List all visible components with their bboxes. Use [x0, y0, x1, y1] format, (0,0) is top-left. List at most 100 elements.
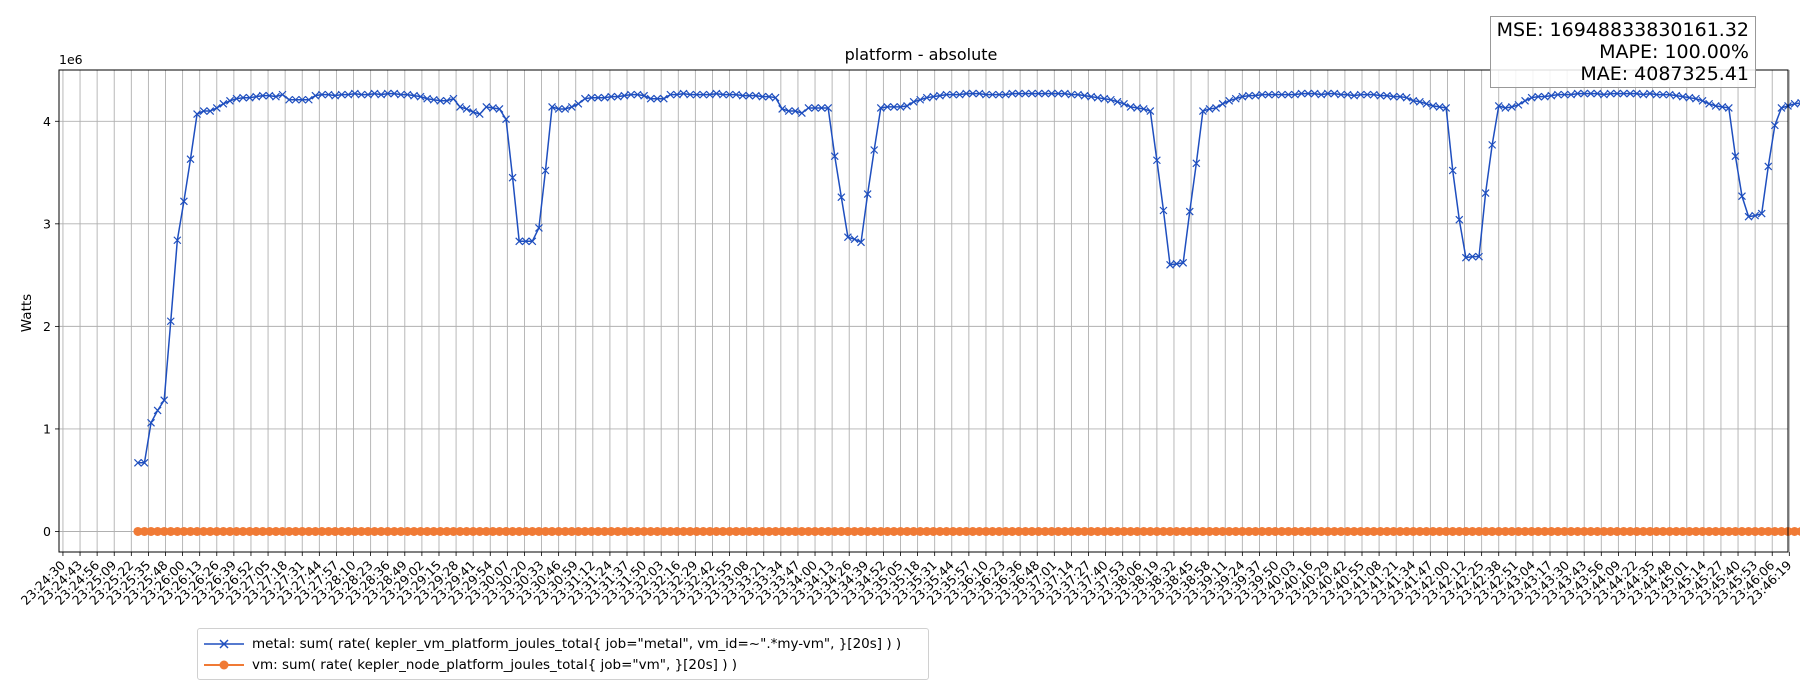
vm-data-point: [1638, 526, 1648, 536]
vm-data-point: [1040, 526, 1050, 536]
vm-data-point: [159, 526, 169, 536]
metal-data-point: [975, 89, 984, 98]
vm-data-point: [1389, 526, 1399, 536]
x-marker: [870, 146, 879, 154]
vm-data-point: [1283, 526, 1293, 536]
x-marker: [791, 107, 800, 115]
x-marker: [1646, 89, 1654, 98]
metal-data-point: [482, 102, 491, 111]
metal-data-point: [252, 92, 261, 101]
x-marker: [337, 90, 346, 99]
metal-data-point: [1580, 89, 1589, 98]
metal-data-point: [410, 91, 418, 100]
metal-data-point: [1514, 100, 1523, 109]
x-marker: [1001, 90, 1010, 99]
x-marker: [1540, 92, 1549, 101]
metal-data-point: [462, 105, 471, 113]
vm-data-point: [606, 526, 616, 536]
mae-metric: MAE: 4087325.41: [1580, 63, 1749, 85]
vm-data-point: [1494, 526, 1504, 536]
x-marker: [1586, 89, 1595, 98]
metal-data-point: [1317, 90, 1326, 99]
x-marker: [1593, 89, 1602, 98]
vm-data-point: [337, 526, 347, 536]
x-marker: [1139, 105, 1148, 113]
metal-data-point: [1383, 91, 1391, 100]
metal-data-point: [1014, 89, 1023, 98]
metal-data-point: [640, 91, 649, 100]
metal-data-point: [199, 107, 208, 115]
x-marker: [1337, 90, 1345, 99]
vm-data-point: [1066, 526, 1076, 536]
vm-data-point: [508, 526, 518, 536]
x-marker: [140, 458, 149, 467]
x-marker: [751, 91, 760, 100]
x-marker: [758, 92, 767, 101]
vm-data-point: [1678, 526, 1688, 536]
metal-data-point: [1764, 162, 1773, 171]
metal-data-point: [1192, 159, 1201, 168]
vm-data-point: [843, 526, 853, 536]
x-marker: [318, 90, 326, 99]
vm-data-point: [1126, 526, 1136, 536]
vm-data-point: [961, 526, 971, 536]
metal-data-point: [876, 104, 885, 112]
x-marker: [587, 93, 596, 102]
metal-data-point: [732, 90, 741, 99]
x-marker: [581, 94, 589, 103]
metal-data-point: [1067, 90, 1076, 99]
x-marker: [1757, 209, 1766, 218]
metal-data-point: [705, 90, 714, 99]
x-marker: [508, 173, 517, 182]
metal-data-point: [1369, 90, 1378, 99]
vm-data-point: [1080, 526, 1090, 536]
x-marker: [1008, 89, 1017, 98]
x-marker: [1258, 90, 1266, 99]
metal-data-point: [1547, 91, 1556, 100]
metal-data-point: [1573, 89, 1582, 98]
x-marker: [1060, 89, 1069, 98]
x-marker: [561, 105, 570, 113]
metal-data-point: [1777, 104, 1786, 112]
x-marker: [659, 94, 668, 103]
metal-data-point: [1475, 252, 1483, 261]
metal-data-point: [1692, 94, 1700, 103]
vm-data-point: [1165, 526, 1175, 536]
metal-data-point: [1626, 89, 1635, 98]
metal-data-point: [1429, 101, 1437, 110]
vm-data-point: [567, 526, 577, 536]
x-marker: [1652, 90, 1661, 99]
x-marker: [1133, 104, 1142, 112]
metal-data-point: [1659, 90, 1668, 99]
metal-data-point: [1619, 89, 1628, 98]
vm-data-point: [1152, 526, 1162, 536]
x-marker: [1659, 90, 1668, 99]
metal-data-point: [778, 105, 787, 113]
vm-data-point: [1658, 526, 1668, 536]
x-marker: [1678, 92, 1687, 101]
x-marker: [896, 102, 905, 111]
x-marker: [1172, 259, 1181, 268]
x-marker: [1724, 104, 1733, 112]
metal-data-point: [304, 95, 313, 104]
x-marker: [462, 105, 471, 113]
x-marker: [1146, 107, 1155, 115]
metal-data-point: [423, 94, 432, 103]
x-marker: [1435, 102, 1444, 111]
x-marker: [804, 104, 813, 112]
metal-data-point: [390, 89, 399, 98]
x-marker: [1054, 89, 1063, 98]
metal-data-point: [1718, 102, 1727, 111]
vm-data-point: [1218, 526, 1228, 536]
vm-data-point: [304, 526, 314, 536]
metal-data-point: [1402, 93, 1411, 102]
vm-data-point: [1612, 526, 1622, 536]
x-marker: [252, 92, 261, 101]
x-marker: [1034, 89, 1043, 98]
metal-data-point: [909, 97, 918, 106]
x-marker: [1711, 101, 1720, 110]
metal-data-point: [364, 90, 372, 99]
x-marker: [1705, 99, 1714, 108]
vm-data-point: [1395, 526, 1405, 536]
